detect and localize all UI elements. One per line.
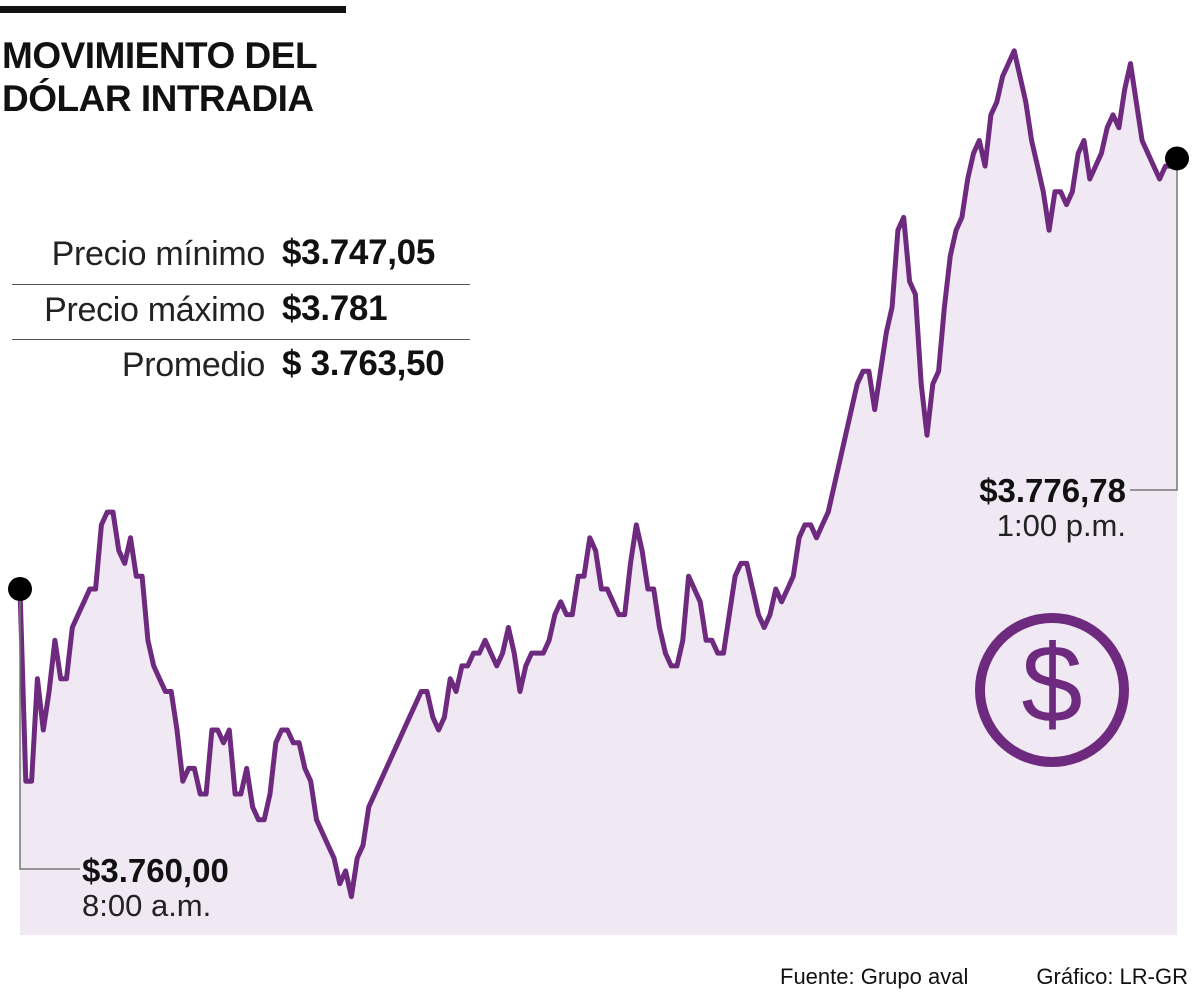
stat-value-max: $3.781	[282, 289, 388, 328]
end-callout: $3.776,78 1:00 p.m.	[979, 473, 1126, 543]
start-price-label: $3.760,00	[82, 852, 229, 889]
price-area	[20, 50, 1177, 936]
stat-value-min: $3.747,05	[282, 233, 436, 272]
stat-label-min: Precio mínimo	[51, 235, 266, 273]
title-line-1: MOVIMIENTO DEL	[2, 35, 318, 76]
source-note: Fuente: Grupo aval	[780, 964, 969, 989]
price-line	[17, 48, 1180, 900]
start-point-marker	[8, 577, 32, 602]
stat-row-min: Precio mínimo $3.747,05	[12, 228, 470, 282]
end-leader-line	[1130, 150, 1178, 491]
stat-row-avg: Promedio $ 3.763,50	[12, 339, 470, 393]
stat-divider	[12, 284, 470, 285]
credit-note: Gráfico: LR-GR	[1036, 964, 1188, 989]
chart-title: MOVIMIENTO DEL DÓLAR INTRADIA	[2, 34, 318, 120]
end-point-marker	[1165, 146, 1189, 171]
start-leader-line	[19, 600, 80, 870]
start-callout: $3.760,00 8:00 a.m.	[82, 853, 229, 923]
stat-row-max: Precio máximo $3.781	[12, 284, 470, 338]
end-time-label: 1:00 p.m.	[996, 508, 1126, 543]
title-rule	[0, 6, 346, 13]
title-line-2: DÓLAR INTRADIA	[2, 78, 314, 119]
dollar-coin-icon: $	[975, 613, 1129, 767]
start-time-label: 8:00 a.m.	[82, 888, 212, 923]
stat-label-avg: Promedio	[121, 346, 265, 384]
stat-label-max: Precio máximo	[44, 291, 265, 329]
end-price-label: $3.776,78	[979, 472, 1126, 509]
stat-value-avg: $ 3.763,50	[282, 344, 445, 383]
svg-text:$: $	[1021, 623, 1082, 746]
stat-divider	[12, 339, 470, 340]
